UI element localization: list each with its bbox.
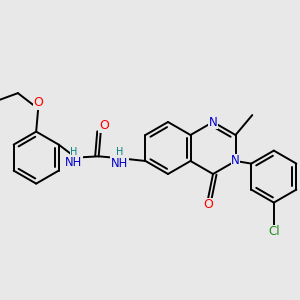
Text: O: O — [99, 119, 109, 132]
Text: H: H — [116, 147, 123, 158]
Text: NH: NH — [65, 156, 82, 169]
Text: O: O — [203, 198, 213, 211]
Text: N: N — [231, 154, 240, 167]
Text: O: O — [33, 96, 43, 109]
Text: N: N — [209, 116, 218, 128]
Text: Cl: Cl — [268, 225, 280, 238]
Text: H: H — [70, 147, 77, 157]
Text: NH: NH — [111, 157, 128, 170]
